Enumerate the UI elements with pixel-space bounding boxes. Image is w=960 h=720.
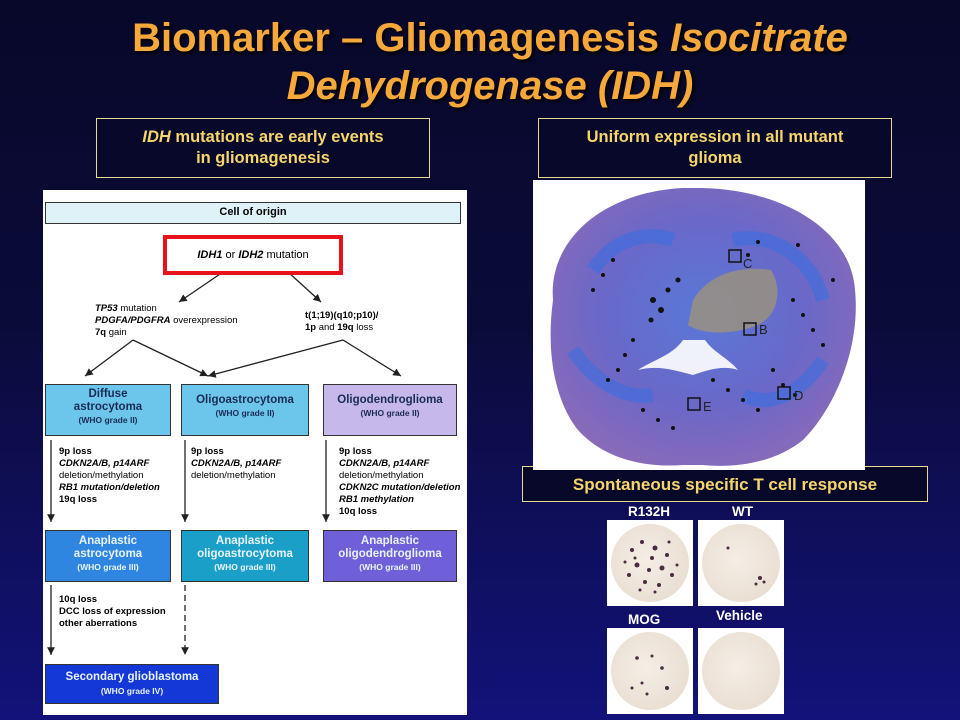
- col1-events-2: 10q loss DCC loss of expression other aber…: [59, 594, 166, 629]
- idh2-label: IDH2: [238, 249, 264, 261]
- well-mog: [607, 628, 693, 714]
- idh-mutation-label: mutation: [263, 249, 309, 261]
- idh1-label: IDH1: [197, 249, 223, 261]
- diffuse-astrocytoma-box: Diffuse astrocytoma (WHO grade II): [45, 384, 171, 436]
- well-label-vehicle: Vehicle: [716, 608, 763, 623]
- spots-mog: [630, 654, 669, 696]
- cell-of-origin-box: Cell of origin: [45, 202, 461, 224]
- brain-section-image: C B D E: [533, 180, 865, 470]
- right-branch-events: t(1;19)(q10;p10)/ 1p and 19q loss: [305, 310, 379, 333]
- callout-line2: glioma: [688, 149, 742, 167]
- region-e-label: E: [703, 399, 712, 414]
- anaplastic-oligodendroglioma-box: Anaplastic oligodendroglioma (WHO grade II…: [323, 530, 457, 582]
- callout-idh-early: IDH mutations are early events in glioma…: [96, 118, 430, 178]
- callout-text: mutations are early events: [170, 128, 384, 146]
- spots-wt: [726, 546, 766, 586]
- well-label-wt: WT: [732, 504, 753, 519]
- left-branch-events: TP53 mutation PDGFA/PDGFRA overexpressio…: [95, 303, 238, 338]
- oligodendroglioma-box: Oligodendroglioma (WHO grade II): [323, 384, 457, 436]
- col3-events: 9p loss CDKN2A/B, p14ARF deletion/methylat…: [339, 446, 461, 517]
- region-c-label: C: [743, 256, 753, 271]
- well-label-mog: MOG: [628, 612, 661, 627]
- anaplastic-astrocytoma-box: Anaplastic astrocytoma (WHO grade III): [45, 530, 171, 582]
- title-text: Biomarker – Gliomagenesis: [132, 16, 671, 60]
- idh-or: or: [222, 249, 239, 261]
- well-wt: [698, 520, 784, 606]
- title-italic: Isocitrate: [670, 16, 848, 60]
- oligoastrocytoma-box: Oligoastrocytoma (WHO grade II): [181, 384, 309, 436]
- callout-uniform-expression: Uniform expression in all mutant glioma: [538, 118, 892, 178]
- well-vehicle: [698, 628, 784, 714]
- secondary-glioblastoma-box: Secondary glioblastoma (WHO grade IV): [45, 664, 219, 704]
- region-b-label: B: [759, 322, 768, 337]
- title-line2: Dehydrogenase (IDH): [286, 64, 694, 108]
- well-label-r132h: R132H: [628, 504, 671, 519]
- brain-section-drawing: [550, 188, 856, 466]
- well-r132h: [607, 520, 693, 606]
- slide-title: Biomarker – Gliomagenesis Isocitrate Deh…: [40, 14, 940, 110]
- spots-r132h: [623, 540, 679, 594]
- callout-tcell-response: Spontaneous specific T cell response: [522, 466, 928, 502]
- diagram-arrows: [47, 271, 402, 655]
- callout-italic: IDH: [142, 128, 171, 146]
- col1-events: 9p loss CDKN2A/B, p14ARF deletion/methylat…: [59, 446, 160, 505]
- region-d-label: D: [794, 388, 804, 403]
- callout-line1: Uniform expression in all mutant: [586, 128, 844, 146]
- gliomagenesis-diagram: Cell of origin IDH1 or IDH2 mutation TP5…: [43, 190, 467, 715]
- callout-line2: in gliomagenesis: [196, 149, 330, 167]
- anaplastic-oligoastrocytoma-box: Anaplastic oligoastrocytoma (WHO grade III…: [181, 530, 309, 582]
- col2-events: 9p loss CDKN2A/B, p14ARF deletion/methylat…: [191, 446, 282, 481]
- idh-mutation-box: IDH1 or IDH2 mutation: [163, 235, 343, 275]
